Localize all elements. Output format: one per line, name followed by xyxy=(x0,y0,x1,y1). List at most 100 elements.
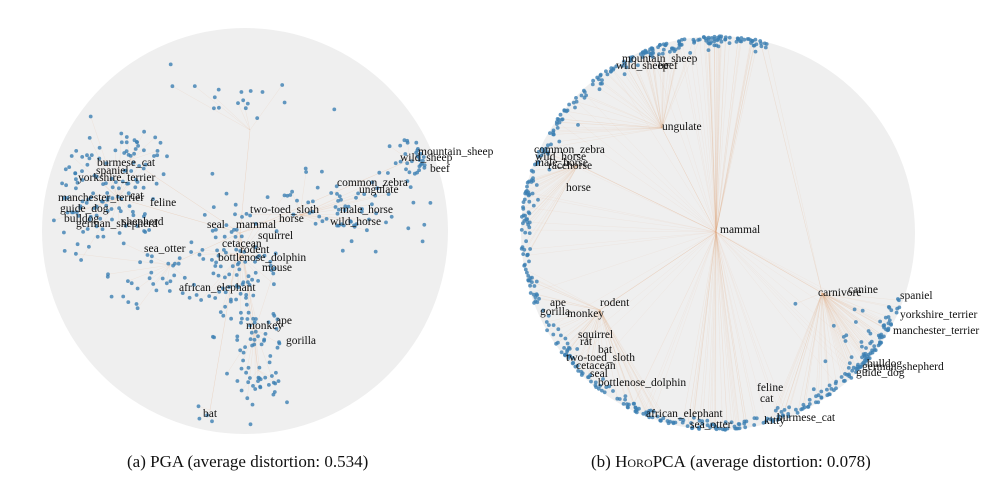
node-point xyxy=(412,201,416,205)
node-point xyxy=(524,239,528,243)
node-label: carnivore xyxy=(818,287,861,299)
node-point xyxy=(239,321,243,325)
node-point xyxy=(304,167,308,171)
node-point xyxy=(528,221,532,225)
node-point xyxy=(256,334,260,338)
node-point xyxy=(895,311,899,315)
node-label: african_elephant xyxy=(179,282,256,294)
node-point xyxy=(737,422,741,426)
node-point xyxy=(151,282,155,286)
node-point xyxy=(183,276,187,280)
node-point xyxy=(257,376,261,380)
node-label: rodent xyxy=(600,297,630,309)
node-point xyxy=(566,342,570,346)
node-point xyxy=(776,406,780,410)
node-point xyxy=(403,138,407,142)
node-point xyxy=(598,87,602,91)
node-point xyxy=(580,373,584,377)
node-point xyxy=(212,205,216,209)
node-point xyxy=(574,96,578,100)
node-point xyxy=(259,386,263,390)
node-point xyxy=(159,141,163,145)
node-point xyxy=(86,163,90,167)
node-point xyxy=(273,382,277,386)
node-point xyxy=(234,203,238,207)
node-point xyxy=(404,167,408,171)
node-point xyxy=(599,73,603,77)
node-point xyxy=(165,154,169,158)
node-point xyxy=(268,354,272,358)
node-point xyxy=(67,165,71,169)
node-point xyxy=(887,305,891,309)
node-point xyxy=(320,170,324,174)
node-point xyxy=(74,186,78,190)
node-point xyxy=(236,101,240,105)
node-point xyxy=(198,417,202,421)
node-point xyxy=(707,38,711,42)
node-point xyxy=(274,371,278,375)
node-point xyxy=(854,320,858,324)
node-point xyxy=(267,383,271,387)
node-point xyxy=(254,271,258,275)
node-point xyxy=(241,98,245,102)
node-point xyxy=(552,323,556,327)
node-point xyxy=(520,228,524,232)
node-point xyxy=(521,252,525,256)
node-point xyxy=(747,37,751,41)
node-point xyxy=(611,389,615,393)
node-point xyxy=(198,253,202,257)
node-point xyxy=(168,289,172,293)
node-point xyxy=(559,113,563,117)
node-point xyxy=(237,268,241,272)
node-point xyxy=(533,284,537,288)
node-point xyxy=(535,280,539,284)
node-label: wild_horse xyxy=(330,216,381,228)
node-point xyxy=(70,154,74,158)
node-point xyxy=(635,411,639,415)
node-point xyxy=(250,344,254,348)
node-point xyxy=(270,374,274,378)
node-point xyxy=(126,300,130,304)
node-point xyxy=(583,96,587,100)
node-point xyxy=(743,425,747,429)
node-point xyxy=(600,82,604,86)
node-point xyxy=(603,390,607,394)
node-point xyxy=(188,296,192,300)
node-point xyxy=(384,221,388,225)
node-point xyxy=(128,204,132,208)
node-point xyxy=(106,275,110,279)
node-point xyxy=(529,291,533,295)
node-point xyxy=(247,311,251,315)
node-point xyxy=(290,190,294,194)
node-point xyxy=(417,168,421,172)
node-point xyxy=(422,223,426,227)
node-point xyxy=(848,361,852,365)
node-point xyxy=(246,102,250,106)
node-point xyxy=(429,201,433,205)
node-label: squirrel xyxy=(258,230,293,242)
node-point xyxy=(62,231,66,235)
node-point xyxy=(169,279,173,283)
node-point xyxy=(110,295,114,299)
node-point xyxy=(230,230,234,234)
node-point xyxy=(530,180,534,184)
node-point xyxy=(244,371,248,375)
horopca-caption-prefix: (b) xyxy=(591,452,615,471)
horopca-caption: (b) HoroPCA (average distortion: 0.078) xyxy=(591,452,871,472)
node-point xyxy=(622,402,626,406)
node-point xyxy=(872,344,876,348)
node-point xyxy=(79,258,83,262)
node-point xyxy=(842,379,846,383)
node-point xyxy=(219,310,223,314)
node-point xyxy=(753,416,757,420)
node-point xyxy=(136,144,140,148)
node-point xyxy=(728,36,732,40)
node-point xyxy=(528,247,532,251)
node-point xyxy=(377,171,381,175)
node-point xyxy=(119,132,123,136)
node-point xyxy=(173,262,177,266)
node-point xyxy=(311,200,315,204)
node-point xyxy=(662,48,666,52)
node-point xyxy=(245,212,249,216)
node-point xyxy=(749,41,753,45)
